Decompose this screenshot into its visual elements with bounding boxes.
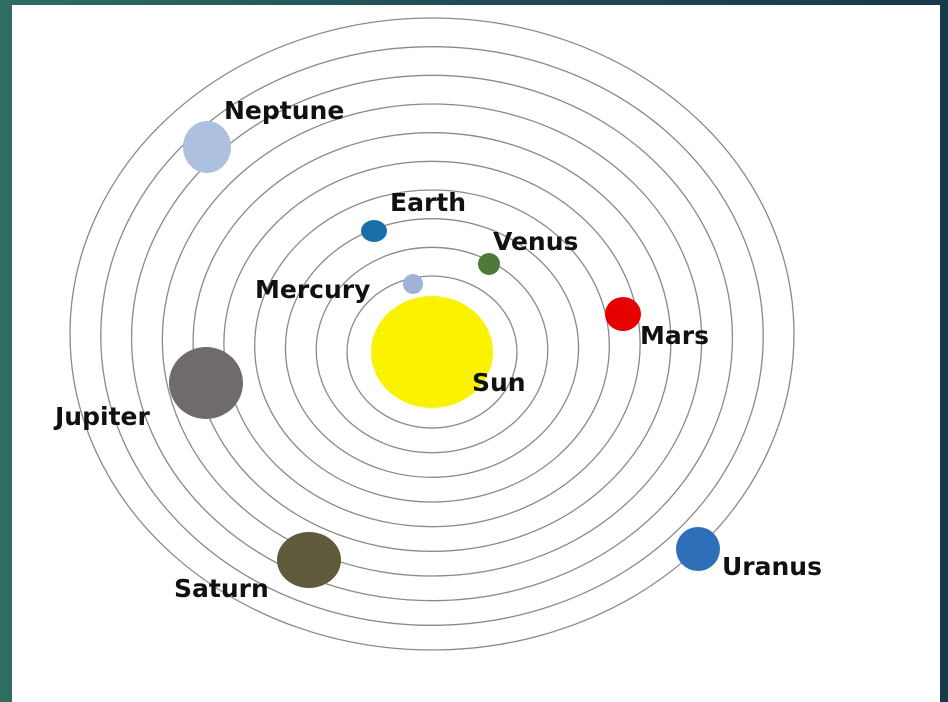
uranus-label: Uranus [722, 552, 822, 581]
jupiter-label: Jupiter [53, 402, 150, 431]
saturn [277, 532, 341, 588]
mars-label: Mars [640, 321, 709, 350]
mercury [403, 274, 423, 294]
mercury-label: Mercury [255, 275, 370, 304]
orbits [69, 17, 795, 651]
orbit [192, 132, 672, 552]
sun-label: Sun [472, 368, 526, 397]
orbit [223, 160, 641, 528]
venus [478, 253, 500, 275]
orbit [161, 103, 703, 577]
sun [371, 296, 493, 408]
orbit [254, 189, 610, 503]
orbit [130, 74, 734, 602]
neptune-label: Neptune [224, 96, 344, 125]
orbit [346, 275, 518, 429]
orbit [69, 17, 795, 651]
venus-label: Venus [493, 227, 578, 256]
neptune [183, 121, 231, 173]
orbit [315, 246, 549, 454]
orbit [284, 218, 580, 478]
earth [361, 220, 387, 242]
jupiter [169, 347, 243, 419]
uranus [676, 527, 720, 571]
orbit [100, 46, 764, 626]
earth-label: Earth [390, 188, 466, 217]
saturn-label: Saturn [174, 574, 269, 603]
mars [605, 297, 641, 331]
